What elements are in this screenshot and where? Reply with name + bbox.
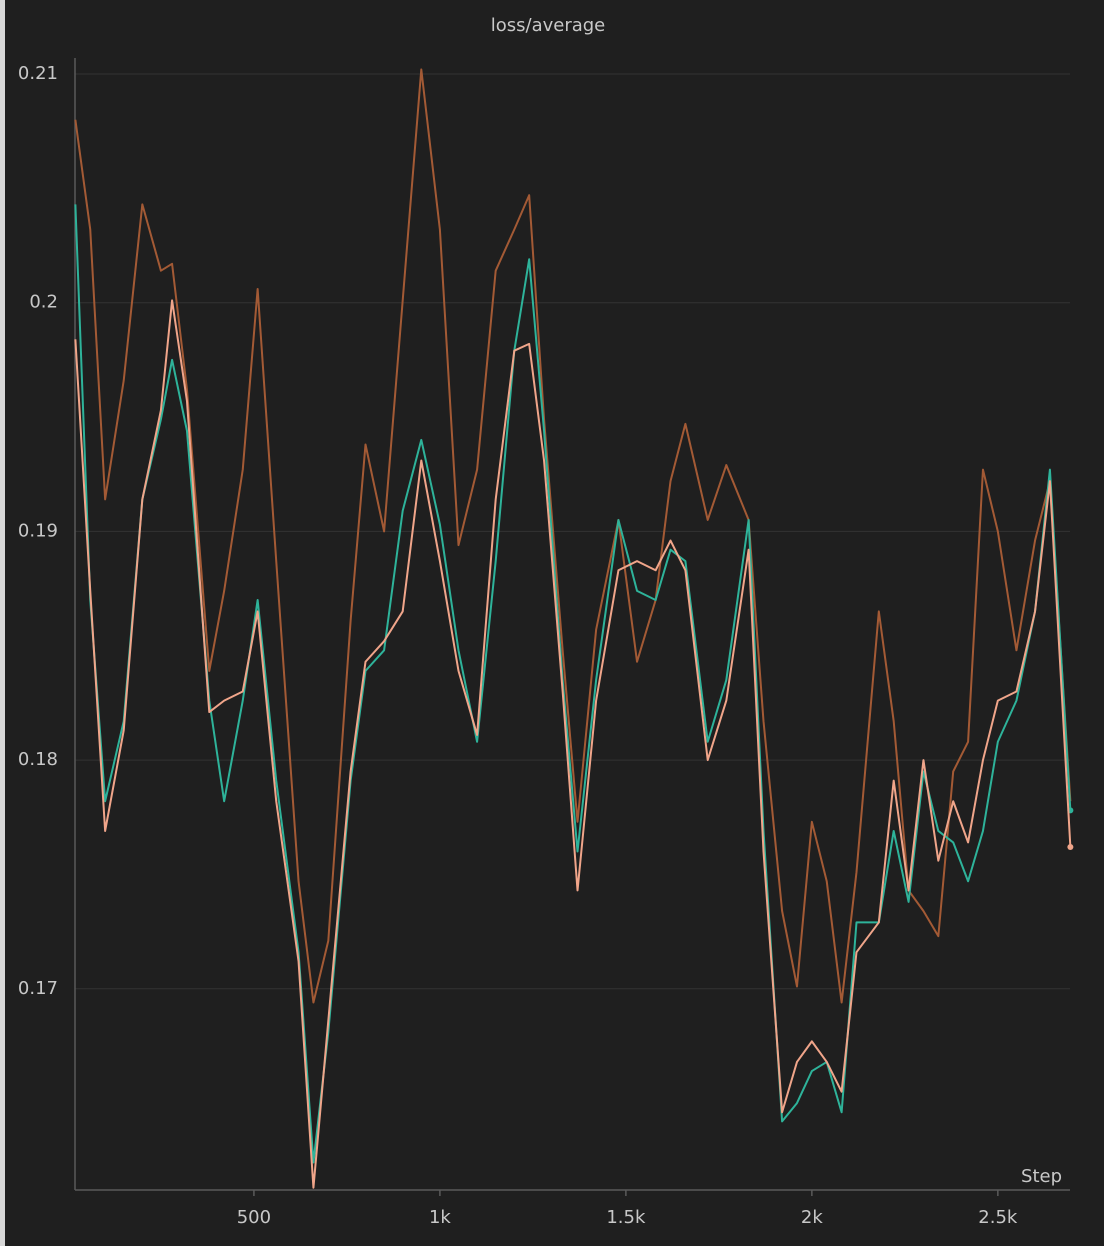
x-axis-label: Step — [1021, 1166, 1062, 1187]
x-tick-label: 2k — [801, 1207, 823, 1228]
y-tick-label: 0.19 — [18, 520, 58, 541]
y-tick-label: 0.17 — [18, 978, 58, 999]
end-point — [1067, 843, 1074, 850]
x-tick-label: 500 — [237, 1207, 271, 1228]
series-line — [74, 68, 1072, 1004]
y-tick-label: 0.2 — [29, 292, 58, 313]
series-line — [74, 204, 1072, 1164]
x-tick-label: 1.5k — [606, 1207, 646, 1228]
window-edge — [0, 0, 5, 1246]
y-tick-label: 0.18 — [18, 749, 58, 770]
chart-title: loss/average — [491, 15, 606, 36]
x-tick-label: 2.5k — [978, 1207, 1018, 1228]
x-tick-label: 1k — [429, 1207, 451, 1228]
series-line — [74, 299, 1072, 1189]
y-tick-label: 0.21 — [18, 63, 58, 84]
